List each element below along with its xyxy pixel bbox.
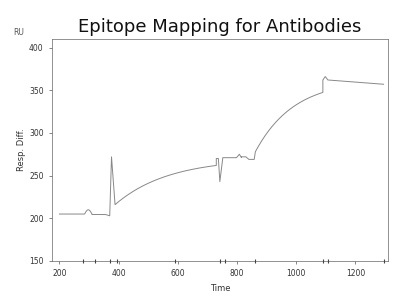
X-axis label: Time: Time	[210, 284, 230, 293]
Title: Epitope Mapping for Antibodies: Epitope Mapping for Antibodies	[78, 18, 362, 36]
Text: RU: RU	[13, 28, 24, 37]
Y-axis label: Resp. Diff.: Resp. Diff.	[17, 129, 26, 171]
